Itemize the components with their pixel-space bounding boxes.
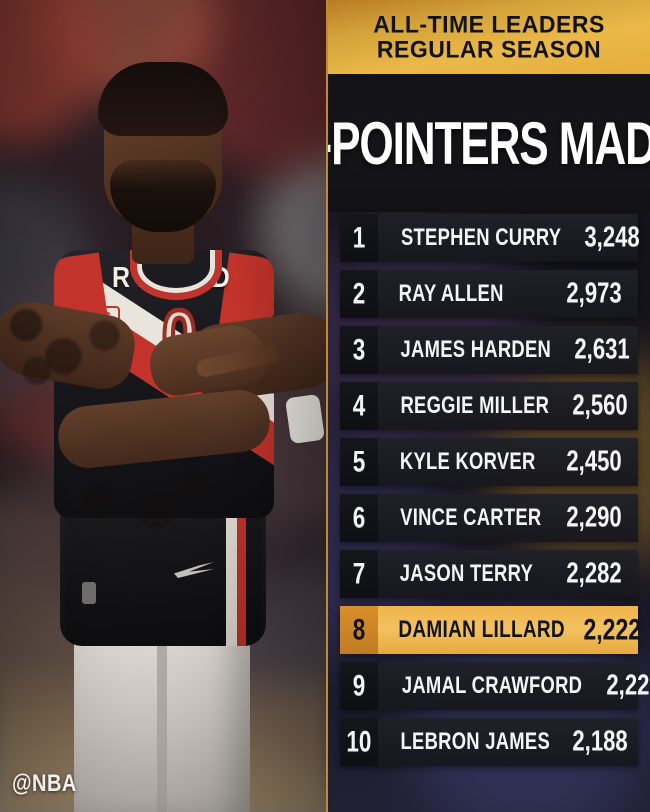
player-figure: 0 RTLAND 6 xyxy=(0,0,326,812)
row-stat-value-text: 3,248 xyxy=(584,221,640,254)
row-player-name: VINCE CARTER xyxy=(378,494,550,542)
leaderboard-row[interactable]: 1 STEPHEN CURRY 3,248 xyxy=(340,214,640,262)
row-rank-text: 2 xyxy=(352,276,366,311)
row-rank-text: 6 xyxy=(352,500,366,535)
nba-watermark: @NBA xyxy=(12,770,77,797)
row-stat-value-text: 2,221 xyxy=(606,669,650,702)
photo-vignette xyxy=(0,0,326,812)
row-stat-value: 2,282 xyxy=(550,550,638,598)
row-player-name: JASON TERRY xyxy=(378,550,550,598)
leaderboard-row-highlighted[interactable]: 8 DAMIAN LILLARD 2,222 xyxy=(340,606,641,654)
row-player-name: REGGIE MILLER xyxy=(378,382,556,430)
row-stat-value: 2,560 xyxy=(556,382,644,430)
leaderboard-row[interactable]: 5 KYLE KORVER 2,450 xyxy=(340,438,638,486)
row-player-name-text: STEPHEN CURRY xyxy=(400,223,562,251)
row-stat-value: 2,450 xyxy=(550,438,638,486)
leaderboard-row[interactable]: 7 JASON TERRY 2,282 xyxy=(340,550,638,598)
row-stat-value-text: 2,973 xyxy=(566,277,622,310)
row-player-name: DAMIAN LILLARD xyxy=(378,606,569,654)
row-rank: 8 xyxy=(340,606,378,654)
row-player-name-text: JAMAL CRAWFORD xyxy=(401,671,583,699)
leaderboard-row[interactable]: 9 JAMAL CRAWFORD 2,221 xyxy=(340,662,650,710)
stat-title: 3-POINTERS MADE xyxy=(328,108,650,178)
row-stat-value: 2,631 xyxy=(558,326,646,374)
row-player-name-text: JAMES HARDEN xyxy=(400,335,552,363)
leaderboard-rows: 1 STEPHEN CURRY 3,248 2 RAY ALLEN 2,973 3 JAMES… xyxy=(328,214,650,774)
row-player-name: LEBRON JAMES xyxy=(378,718,557,766)
row-player-name-text: LEBRON JAMES xyxy=(400,727,551,755)
row-stat-value-text: 2,631 xyxy=(573,333,630,366)
row-player-name-text: RAY ALLEN xyxy=(398,279,504,307)
row-rank-text: 5 xyxy=(352,444,366,479)
row-rank-text: 9 xyxy=(352,668,366,703)
row-rank: 2 xyxy=(340,270,378,318)
row-rank-text: 3 xyxy=(352,332,366,367)
header-line-1: ALL-TIME LEADERS xyxy=(373,9,605,38)
row-stat-value: 2,973 xyxy=(550,270,638,318)
row-rank: 3 xyxy=(340,326,378,374)
leaderboard-row[interactable]: 2 RAY ALLEN 2,973 xyxy=(340,270,638,318)
row-stat-value-text: 2,450 xyxy=(566,445,622,478)
player-photo: 0 RTLAND 6 @NBA xyxy=(0,0,326,812)
row-rank: 7 xyxy=(340,550,378,598)
row-player-name: STEPHEN CURRY xyxy=(378,214,568,262)
row-player-name-text: DAMIAN LILLARD xyxy=(398,615,565,643)
leaderboard-row[interactable]: 4 REGGIE MILLER 2,560 xyxy=(340,382,638,430)
leaderboard-row[interactable]: 6 VINCE CARTER 2,290 xyxy=(340,494,638,542)
leaderboard-panel: ALL-TIME LEADERS REGULAR SEASON 3-POINTE… xyxy=(326,0,650,812)
row-rank-text: 7 xyxy=(352,556,366,591)
row-rank-text: 1 xyxy=(352,220,366,255)
player-hair xyxy=(98,62,228,136)
leaderboard-row[interactable]: 3 JAMES HARDEN 2,631 xyxy=(340,326,638,374)
row-rank-text: 10 xyxy=(346,724,372,759)
row-stat-value: 2,222 xyxy=(569,606,650,654)
row-rank: 5 xyxy=(340,438,378,486)
row-player-name-text: KYLE KORVER xyxy=(399,447,536,475)
row-rank: 10 xyxy=(340,718,378,766)
row-stat-value-text: 2,222 xyxy=(583,612,641,647)
row-player-name: JAMAL CRAWFORD xyxy=(378,662,590,710)
row-stat-value-text: 2,560 xyxy=(572,389,628,422)
row-stat-value-text: 2,282 xyxy=(566,557,622,590)
header-line-2: REGULAR SEASON xyxy=(376,34,602,63)
shorts-side-stripe xyxy=(226,508,252,646)
row-stat-value: 2,290 xyxy=(550,494,638,542)
stat-title-zone: 3-POINTERS MADE xyxy=(328,74,650,212)
row-player-name-text: JASON TERRY xyxy=(399,559,534,587)
row-stat-value: 2,221 xyxy=(590,662,650,710)
row-rank: 9 xyxy=(340,662,378,710)
panel-header: ALL-TIME LEADERS REGULAR SEASON xyxy=(328,0,650,74)
row-player-name: JAMES HARDEN xyxy=(378,326,558,374)
row-stat-value: 2,188 xyxy=(557,718,645,766)
nba-logo-icon xyxy=(82,582,96,604)
row-stat-value: 3,248 xyxy=(568,214,650,262)
player-beard xyxy=(110,160,216,232)
row-player-name: KYLE KORVER xyxy=(378,438,550,486)
row-rank-text: 8 xyxy=(352,612,366,647)
row-player-name-text: REGGIE MILLER xyxy=(400,391,550,419)
row-player-name: RAY ALLEN xyxy=(378,270,550,318)
row-stat-value-text: 2,188 xyxy=(572,725,629,758)
player-head xyxy=(98,62,228,232)
row-stat-value-text: 2,290 xyxy=(566,501,622,534)
row-rank-text: 4 xyxy=(352,388,366,423)
row-rank: 4 xyxy=(340,382,378,430)
leaderboard-row[interactable]: 10 LEBRON JAMES 2,188 xyxy=(340,718,638,766)
row-player-name-text: VINCE CARTER xyxy=(400,503,542,531)
row-rank: 6 xyxy=(340,494,378,542)
row-rank: 1 xyxy=(340,214,378,262)
